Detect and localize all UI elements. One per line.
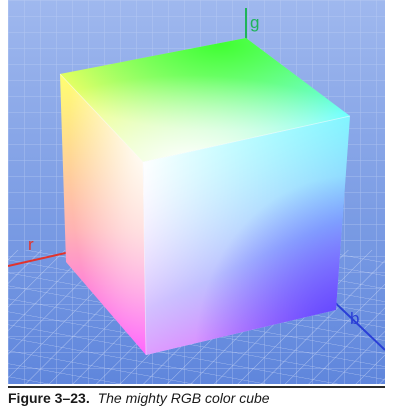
figure-caption-text: The mighty RGB color cube bbox=[97, 390, 270, 406]
caption-divider bbox=[8, 386, 385, 388]
cube-top-face bbox=[60, 38, 350, 162]
cube-right-face bbox=[143, 116, 350, 355]
r-axis-line bbox=[8, 251, 71, 267]
figure-number: Figure 3–23. bbox=[8, 390, 90, 406]
figure-illustration: g r b bbox=[8, 0, 385, 384]
g-axis-label: g bbox=[250, 13, 259, 32]
figure-caption: Figure 3–23. The mighty RGB color cube bbox=[8, 390, 270, 406]
b-axis-label: b bbox=[350, 309, 359, 328]
b-axis-line bbox=[327, 295, 385, 351]
cube-left-face bbox=[60, 74, 146, 355]
r-axis-label: r bbox=[28, 235, 34, 254]
